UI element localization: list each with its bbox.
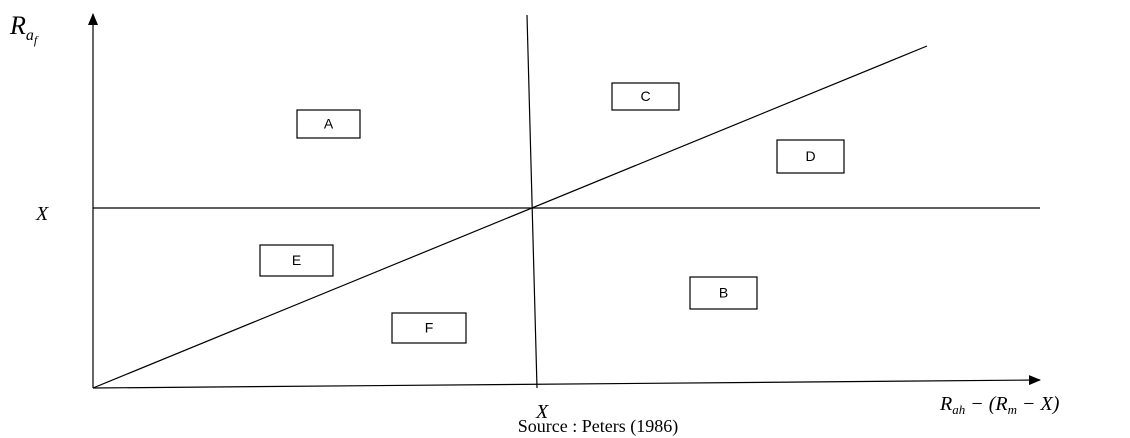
region-box xyxy=(776,139,845,174)
vertical-line xyxy=(526,14,538,389)
y-mark-label: X xyxy=(35,203,49,225)
diagonal-line xyxy=(92,45,928,389)
region-label: F xyxy=(425,320,434,336)
region-label: B xyxy=(719,285,728,301)
y-axis-label: Raf xyxy=(9,11,39,47)
region-box xyxy=(296,109,361,139)
source: Source : Peters (1986) xyxy=(518,416,678,437)
x-mark-label: X xyxy=(535,401,549,423)
x-axis-label: Rah − (Rm − X) xyxy=(939,393,1060,417)
region-label: A xyxy=(324,116,334,132)
region-box xyxy=(259,244,334,277)
region-label: D xyxy=(805,148,815,164)
region-box xyxy=(611,82,680,111)
region-box xyxy=(689,276,758,310)
x-axis xyxy=(92,375,1041,389)
region-box xyxy=(391,312,467,344)
region-label: C xyxy=(640,88,650,104)
regions: A C D E B F xyxy=(259,82,845,344)
region-label: E xyxy=(292,252,301,268)
